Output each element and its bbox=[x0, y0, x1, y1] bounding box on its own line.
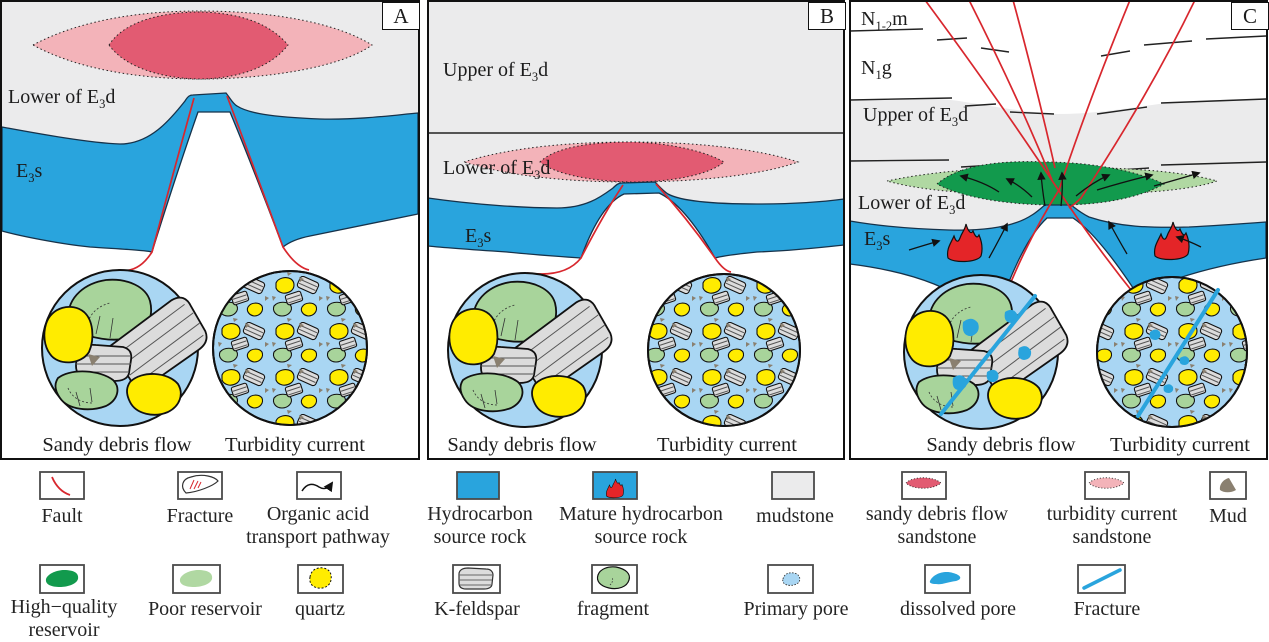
stratum-label-lower-e3d: Lower of E3d bbox=[858, 192, 966, 217]
organic-acid-pathways bbox=[908, 170, 1202, 259]
turbidity-lens-icon bbox=[1088, 477, 1125, 489]
panel-c-label: C bbox=[1231, 2, 1269, 30]
legend-label-mud: Mud bbox=[1209, 505, 1247, 527]
stratum-label-lower-e3d: Lower of E3d bbox=[8, 86, 116, 111]
primary-pore-icon bbox=[782, 572, 801, 586]
legend-label-high-quality-reservoir: High−quality reservoir bbox=[10, 596, 118, 641]
dissolved-pores-and-fracture bbox=[939, 294, 1037, 416]
poor-reservoir-icon bbox=[179, 570, 213, 587]
stratum-label-upper-e3d: Upper of E3d bbox=[443, 59, 549, 84]
sandy-debris-lens-icon bbox=[905, 477, 942, 489]
sandy-debris-sandstone-lens bbox=[539, 141, 725, 183]
legend-label-turbidity-current-sandstone: turbidity current sandstone bbox=[1046, 503, 1178, 548]
fault-lines bbox=[924, 0, 1196, 313]
circle-label-sandy-debris-flow: Sandy debris flow bbox=[926, 434, 1076, 456]
panel-c-border bbox=[849, 0, 1268, 460]
panel-b-art bbox=[427, 0, 845, 460]
legend-label-poor-reservoir: Poor reservoir bbox=[148, 598, 262, 620]
n1g-uppere3d-boundary bbox=[849, 97, 1267, 115]
hydrocarbon-source-rock-swatch bbox=[456, 471, 500, 500]
quartz-icon bbox=[309, 567, 332, 589]
legend-label-fragment: fragment bbox=[576, 598, 650, 620]
legend-icons bbox=[39, 471, 1247, 594]
legend-label-dissolved-pore: dissolved pore bbox=[899, 598, 1017, 620]
legend-label-fracture: Fracture bbox=[166, 505, 234, 527]
fragment-icon bbox=[596, 566, 631, 590]
fault-legend-box bbox=[39, 471, 85, 500]
legend-label-organic-acid: Organic acid transport pathway bbox=[246, 503, 390, 548]
mud-icon bbox=[1219, 478, 1236, 493]
dissolved-pore-icon bbox=[929, 571, 961, 585]
circle-label-sandy-debris-flow: Sandy debris flow bbox=[42, 434, 192, 456]
dissolved-pores-and-fracture bbox=[1136, 288, 1220, 418]
stratum-label-e3s: E3s bbox=[864, 228, 891, 253]
stratum-label-e3s: E3s bbox=[465, 225, 492, 250]
panel-b-border bbox=[427, 0, 845, 460]
fracture-blue-icon bbox=[1082, 568, 1122, 590]
organic-acid-legend-box bbox=[296, 471, 342, 500]
high-quality-reservoir-icon bbox=[45, 570, 79, 587]
legend-label-mudstone: mudstone bbox=[756, 505, 834, 527]
panel-b-label: B bbox=[808, 2, 846, 30]
fault-lines bbox=[117, 95, 310, 272]
circle-label-turbidity-current: Turbidity current bbox=[657, 434, 797, 456]
mudstone-swatch bbox=[771, 471, 815, 500]
fault-lines bbox=[526, 183, 732, 275]
fault-icon bbox=[51, 476, 71, 496]
circle-label-turbidity-current: Turbidity current bbox=[225, 434, 365, 456]
panel-a-label: A bbox=[382, 2, 420, 30]
legend-label-k-feldspar: K-feldspar bbox=[434, 598, 520, 620]
circle-label-sandy-debris-flow: Sandy debris flow bbox=[447, 434, 597, 456]
sandy-debris-sandstone-lens bbox=[108, 11, 289, 80]
circle-label-turbidity-current: Turbidity current bbox=[1110, 434, 1250, 456]
legend-label-fault: Fault bbox=[41, 505, 83, 527]
panel-a-art bbox=[0, 0, 420, 460]
legend-label-primary-pore: Primary pore bbox=[743, 598, 849, 620]
panel-a-border bbox=[0, 0, 420, 460]
stratum-label-lower-e3d: Lower of E3d bbox=[443, 157, 551, 182]
legend-label-sandy-debris-flow-sandstone: sandy debris flow sandstone bbox=[865, 503, 1009, 548]
panel-c-art bbox=[849, 0, 1268, 460]
legend-label-quartz: quartz bbox=[295, 598, 345, 620]
k-feldspar-icon bbox=[458, 567, 494, 590]
legend-label-fracture-blue: Fracture bbox=[1073, 598, 1141, 620]
organic-acid-pathway-icon bbox=[301, 481, 334, 493]
primary-pore-legend-box bbox=[767, 564, 814, 594]
legend-label-hydrocarbon-source-rock: Hydrocarbon source rock bbox=[427, 503, 533, 548]
stratum-label-n12m: N1-2m bbox=[861, 8, 908, 33]
stratum-label-e3s: E3s bbox=[16, 160, 43, 185]
stratum-label-n1g: N1g bbox=[861, 57, 892, 82]
legend-label-mature-hydrocarbon-source-rock: Mature hydrocarbon source rock bbox=[559, 503, 723, 548]
high-quality-reservoir-lens bbox=[936, 161, 1166, 206]
n12m-n1g-boundary bbox=[849, 28, 1267, 57]
stratum-label-upper-e3d: Upper of E3d bbox=[863, 104, 969, 129]
